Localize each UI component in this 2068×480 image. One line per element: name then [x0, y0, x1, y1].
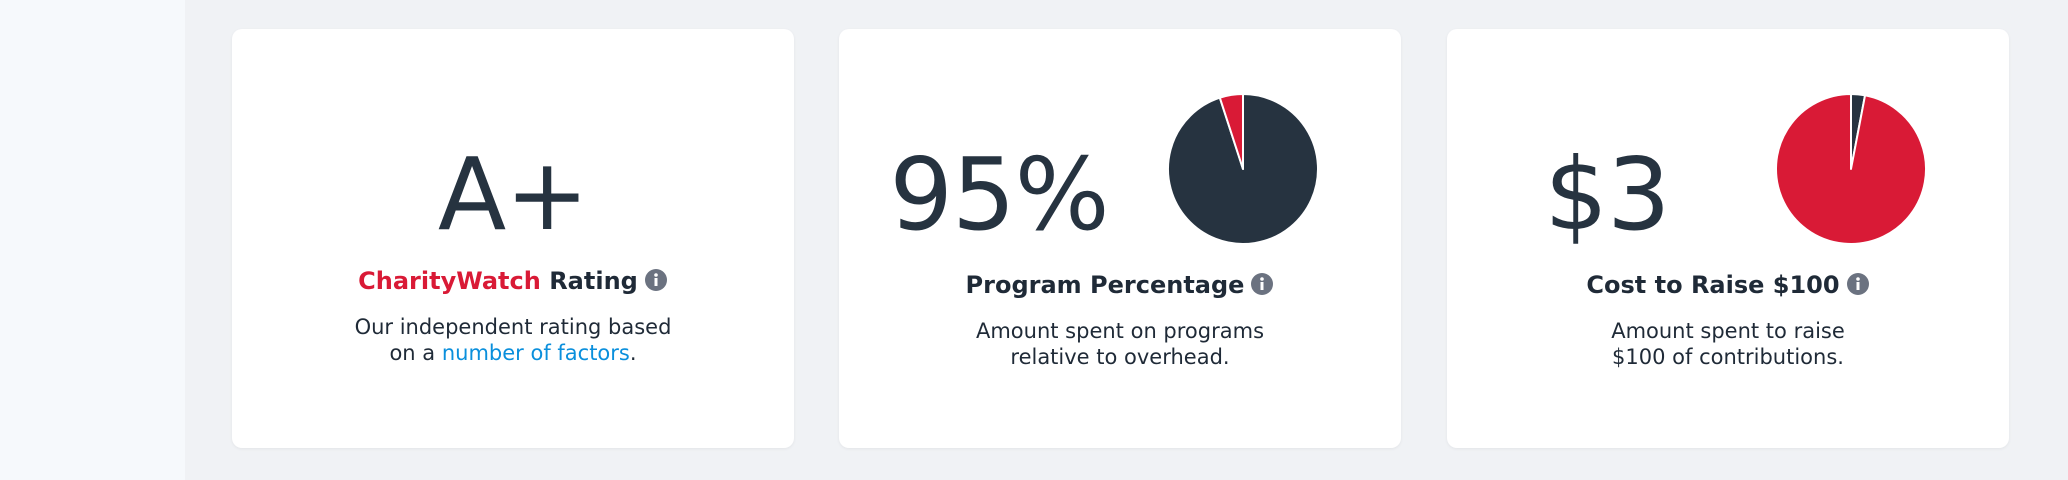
cost-card: $3 Cost to Raise $100 Amount spent to ra…: [1447, 29, 2009, 448]
rating-value: A+: [437, 136, 589, 253]
card-title: Program Percentage: [839, 271, 1401, 299]
desc-line: $100 of contributions.: [1612, 345, 1844, 369]
title-text: Rating: [549, 267, 638, 295]
program-value: 95%: [889, 136, 1109, 253]
desc-text: .: [629, 341, 637, 365]
info-icon[interactable]: [644, 268, 668, 292]
desc-line: relative to overhead.: [1010, 345, 1230, 369]
card-title: CharityWatch Rating: [232, 267, 794, 295]
info-icon[interactable]: [1846, 272, 1870, 296]
pie-chart: [1775, 93, 1927, 245]
info-icon[interactable]: [1250, 272, 1274, 296]
card-description: Amount spent on programs relative to ove…: [839, 318, 1401, 370]
sidebar: [0, 0, 185, 480]
pie-slice: [1218, 93, 1244, 170]
desc-line: Our independent rating based: [354, 315, 672, 339]
brand: CharityWatch: [358, 267, 541, 295]
program-card: 95% Program Percentage Amount spent on p…: [839, 29, 1401, 448]
cost-value: $3: [1544, 136, 1670, 253]
pie-slice: [1775, 93, 1927, 245]
card-description: Our independent rating based on a number…: [232, 314, 794, 366]
title-text: Program Percentage: [965, 271, 1245, 299]
title-text: Cost to Raise $100: [1586, 271, 1840, 299]
card-title: Cost to Raise $100: [1447, 271, 2009, 299]
desc-line: on a number of factors.: [232, 340, 794, 366]
rating-card: A+ CharityWatch Rating Our independent r…: [232, 29, 794, 448]
card-description: Amount spent to raise $100 of contributi…: [1447, 318, 2009, 370]
factors-link[interactable]: number of factors: [441, 341, 630, 365]
desc-text: on a: [389, 341, 436, 365]
desc-line: Amount spent to raise: [1611, 319, 1845, 343]
pie-chart: [1167, 93, 1319, 245]
desc-line: Amount spent on programs: [975, 319, 1265, 343]
